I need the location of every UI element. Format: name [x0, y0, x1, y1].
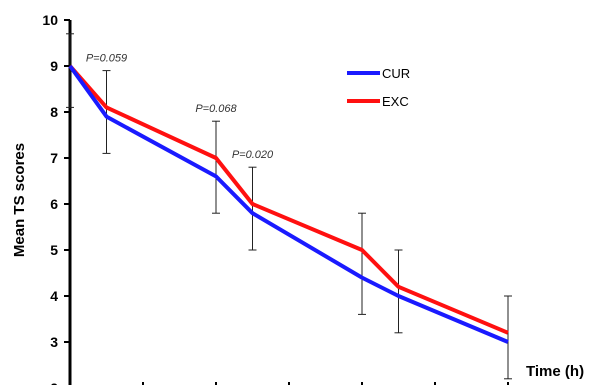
y-tick-label: 5 [50, 242, 58, 258]
annotations: P=0.059 P=0.068 P=0.020 [86, 52, 274, 161]
legend: CUR EXC [347, 66, 410, 109]
y-tick-label: 2 [50, 380, 58, 385]
y-tick-label: 3 [50, 334, 58, 350]
y-axis-title: Mean TS scores [11, 143, 28, 257]
p-value-annotation: P=0.068 [195, 103, 237, 115]
axes: 2 3 4 5 6 7 8 9 10 [42, 12, 509, 385]
error-bar [248, 166, 257, 251]
error-bar [212, 120, 220, 214]
y-tick-label: 9 [50, 58, 58, 74]
p-value-annotation: P=0.059 [86, 52, 127, 64]
legend-label-cur: CUR [382, 66, 410, 81]
y-tick-label: 8 [50, 104, 58, 120]
y-tick-label: 4 [50, 288, 58, 304]
p-value-annotation: P=0.020 [232, 149, 274, 161]
error-bar [394, 249, 403, 334]
error-bar [66, 33, 74, 108]
series-line-exc [68, 64, 509, 335]
x-axis-title: Time (h) [526, 363, 584, 380]
error-bar [102, 70, 111, 154]
error-bar [358, 212, 366, 315]
error-bars [66, 33, 512, 380]
y-tick-label: 6 [50, 196, 58, 212]
series-lines [68, 64, 509, 344]
error-bar [504, 295, 512, 380]
y-tick-label: 10 [42, 12, 58, 28]
legend-label-exc: EXC [382, 94, 409, 109]
series-line-cur [68, 64, 509, 344]
y-tick-label: 7 [50, 150, 58, 166]
